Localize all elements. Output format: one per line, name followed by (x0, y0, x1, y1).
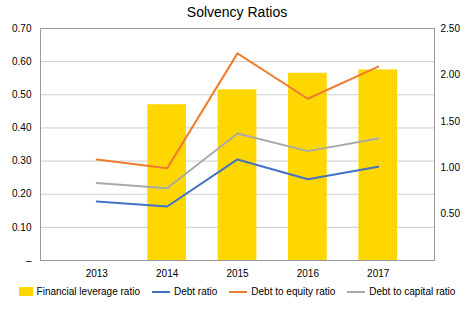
html-text:Debt ratio: Debt ratio (174, 286, 218, 297)
svg-text:1.00: 1.00 (441, 162, 461, 173)
html-text:Debt to capital ratio: Debt to capital ratio (369, 286, 456, 297)
html-text:Solvency Ratios: Solvency Ratios (186, 4, 288, 20)
svg-text:0.20: 0.20 (12, 188, 32, 199)
html-text:Financial leverage ratio: Financial leverage ratio (36, 286, 140, 297)
svg-text:2017: 2017 (367, 268, 390, 279)
svg-text:0.60: 0.60 (12, 56, 32, 67)
svg-text:2015: 2015 (226, 268, 249, 279)
svg-text:0.30: 0.30 (12, 155, 32, 166)
svg-text:0.50: 0.50 (441, 208, 461, 219)
svg-text:0.70: 0.70 (12, 23, 32, 34)
svg-text:2016: 2016 (297, 268, 320, 279)
svg-text:2.50: 2.50 (441, 23, 461, 34)
svg-text:1.50: 1.50 (441, 116, 461, 127)
svg-text:2014: 2014 (156, 268, 179, 279)
svg-text:–: – (26, 255, 32, 266)
svg-text:0.40: 0.40 (12, 122, 32, 133)
svg-text:2013: 2013 (86, 268, 109, 279)
svg-text:0.50: 0.50 (12, 89, 32, 100)
svg-text:0.10: 0.10 (12, 222, 32, 233)
svg-text:2.00: 2.00 (441, 69, 461, 80)
html-text:Debt to equity ratio: Debt to equity ratio (251, 286, 336, 297)
